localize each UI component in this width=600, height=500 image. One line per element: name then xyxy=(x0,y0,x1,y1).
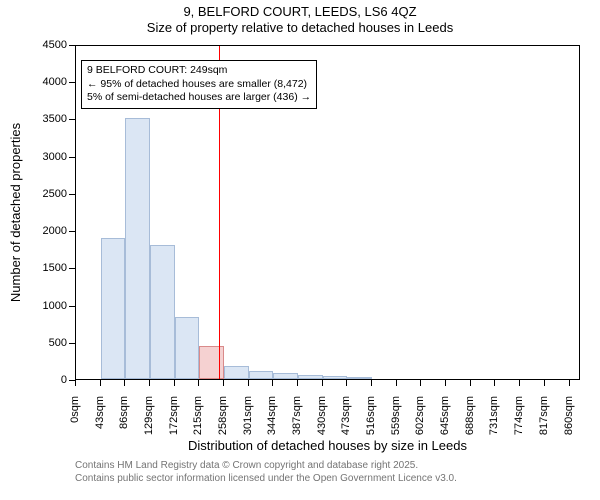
chart-title-main: 9, BELFORD COURT, LEEDS, LS6 4QZ xyxy=(0,4,600,19)
x-tick-label: 0sqm xyxy=(69,396,81,444)
x-tick xyxy=(272,380,273,386)
y-tick xyxy=(69,119,75,120)
info-box-line: ← 95% of detached houses are smaller (8,… xyxy=(87,78,311,92)
histogram-bar xyxy=(150,245,175,379)
x-tick-label: 817sqm xyxy=(538,396,550,444)
footer-line-1: Contains HM Land Registry data © Crown c… xyxy=(75,460,457,473)
footer-line-2: Contains public sector information licen… xyxy=(75,473,457,486)
y-axis-label: Number of detached properties xyxy=(8,45,23,380)
x-tick-label: 172sqm xyxy=(168,396,180,444)
y-tick-label: 4500 xyxy=(31,39,67,51)
x-tick xyxy=(396,380,397,386)
x-tick-label: 301sqm xyxy=(242,396,254,444)
x-tick-label: 516sqm xyxy=(365,396,377,444)
x-tick-label: 473sqm xyxy=(340,396,352,444)
x-tick xyxy=(371,380,372,386)
histogram-bar xyxy=(323,376,348,379)
y-tick-label: 3000 xyxy=(31,151,67,163)
x-tick-label: 731sqm xyxy=(488,396,500,444)
histogram-bar xyxy=(125,118,150,379)
histogram-bar xyxy=(347,377,372,379)
x-tick-label: 602sqm xyxy=(414,396,426,444)
x-tick xyxy=(248,380,249,386)
y-tick-label: 1500 xyxy=(31,262,67,274)
x-tick-label: 688sqm xyxy=(464,396,476,444)
info-box-line: 9 BELFORD COURT: 249sqm xyxy=(87,64,311,78)
x-tick-label: 215sqm xyxy=(192,396,204,444)
x-tick-label: 645sqm xyxy=(439,396,451,444)
chart-title-sub: Size of property relative to detached ho… xyxy=(0,20,600,35)
chart-container: 9, BELFORD COURT, LEEDS, LS6 4QZ Size of… xyxy=(0,0,600,500)
y-tick xyxy=(69,157,75,158)
x-tick xyxy=(445,380,446,386)
y-tick-label: 4000 xyxy=(31,76,67,88)
y-tick-label: 0 xyxy=(31,374,67,386)
y-tick-label: 1000 xyxy=(31,300,67,312)
y-tick-label: 3500 xyxy=(31,113,67,125)
x-tick xyxy=(174,380,175,386)
x-tick xyxy=(100,380,101,386)
y-tick xyxy=(69,231,75,232)
x-tick-label: 559sqm xyxy=(390,396,402,444)
x-tick-label: 129sqm xyxy=(143,396,155,444)
x-tick xyxy=(297,380,298,386)
y-tick xyxy=(69,268,75,269)
x-tick xyxy=(124,380,125,386)
x-tick xyxy=(322,380,323,386)
x-tick-label: 387sqm xyxy=(291,396,303,444)
histogram-bar xyxy=(224,366,249,379)
property-info-box: 9 BELFORD COURT: 249sqm← 95% of detached… xyxy=(81,60,317,109)
x-tick xyxy=(223,380,224,386)
x-tick xyxy=(420,380,421,386)
histogram-bar xyxy=(273,373,298,379)
x-tick-label: 344sqm xyxy=(266,396,278,444)
y-tick xyxy=(69,45,75,46)
x-tick-label: 430sqm xyxy=(316,396,328,444)
histogram-bar xyxy=(249,371,274,379)
x-tick xyxy=(75,380,76,386)
x-tick xyxy=(149,380,150,386)
x-tick xyxy=(494,380,495,386)
y-tick-label: 2000 xyxy=(31,225,67,237)
x-tick xyxy=(544,380,545,386)
x-tick-label: 258sqm xyxy=(217,396,229,444)
histogram-bar xyxy=(199,346,224,379)
x-tick-label: 43sqm xyxy=(94,396,106,444)
x-tick xyxy=(198,380,199,386)
x-tick xyxy=(346,380,347,386)
y-tick xyxy=(69,194,75,195)
info-box-line: 5% of semi-detached houses are larger (4… xyxy=(87,91,311,105)
x-tick-label: 860sqm xyxy=(563,396,575,444)
x-tick xyxy=(519,380,520,386)
y-tick xyxy=(69,82,75,83)
footer-attribution: Contains HM Land Registry data © Crown c… xyxy=(75,460,457,485)
histogram-bar xyxy=(101,238,126,379)
y-tick xyxy=(69,306,75,307)
histogram-bar xyxy=(298,375,323,379)
y-tick-label: 500 xyxy=(31,337,67,349)
x-tick xyxy=(569,380,570,386)
x-tick-label: 774sqm xyxy=(513,396,525,444)
y-tick-label: 2500 xyxy=(31,188,67,200)
y-tick xyxy=(69,343,75,344)
x-tick-label: 86sqm xyxy=(118,396,130,444)
x-tick xyxy=(470,380,471,386)
histogram-bar xyxy=(175,317,200,379)
